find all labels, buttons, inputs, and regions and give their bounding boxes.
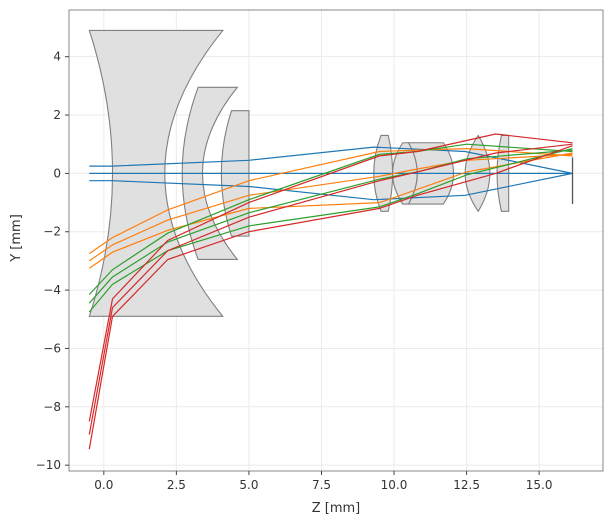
y-tick-label: −4: [43, 283, 61, 297]
x-axis-ticks: 0.0 2.5 5.0 7.5 10.0 12.5 15.0: [94, 471, 553, 492]
ray-red: [88, 133, 573, 422]
y-tick-label: −8: [43, 400, 61, 414]
plot-frame: [68, 9, 604, 472]
x-tick-label: 5.0: [239, 478, 258, 492]
y-tick-label: 0: [53, 166, 61, 180]
x-axis-label: Z [mm]: [312, 501, 361, 516]
y-axis-label: Y [mm]: [9, 214, 24, 263]
lens-2: [181, 86, 239, 261]
x-tick-label: 10.0: [381, 478, 408, 492]
ray-orange: [88, 152, 573, 269]
ray-blue: [89, 146, 573, 174]
x-tick-label: 12.5: [453, 478, 480, 492]
y-tick-label: −10: [36, 458, 61, 472]
y-tick-label: −2: [43, 225, 61, 239]
x-tick-label: 7.5: [312, 478, 331, 492]
ray-orange: [88, 147, 573, 255]
ray-red: [88, 145, 573, 450]
y-axis-ticks: −10 −8 −6 −4 −2 0 2 4: [36, 50, 69, 472]
y-tick-label: −6: [43, 341, 61, 355]
y-tick-label: 4: [53, 50, 61, 64]
ray-green: [88, 149, 573, 304]
ray-green: [88, 143, 573, 295]
y-tick-label: 2: [53, 108, 61, 122]
x-tick-label: 2.5: [167, 478, 186, 492]
x-tick-label: 0.0: [94, 478, 113, 492]
ray-blue: [89, 172, 573, 201]
ray-green: [88, 148, 573, 313]
ray-red: [88, 143, 573, 435]
x-tick-label: 15.0: [526, 478, 553, 492]
ray-traces: [88, 133, 573, 450]
